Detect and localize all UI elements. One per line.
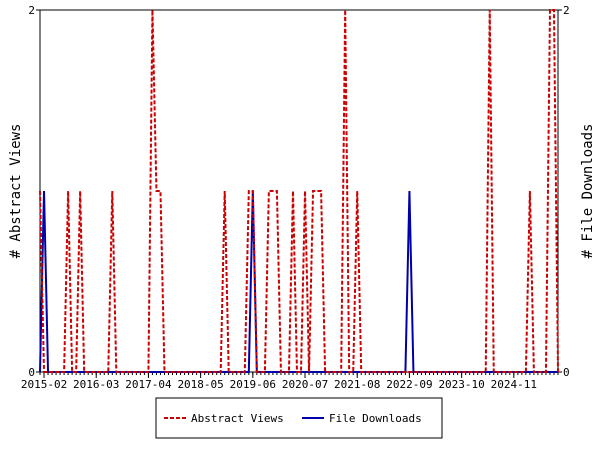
legend-label-file-downloads: File Downloads bbox=[329, 412, 422, 425]
legend-label-abstract-views: Abstract Views bbox=[191, 412, 284, 425]
x-tick-label: 2019-06 bbox=[230, 378, 276, 391]
legend-box bbox=[155, 397, 443, 439]
x-tick-label: 2018-05 bbox=[177, 378, 223, 391]
x-tick-label: 2017-04 bbox=[125, 378, 172, 391]
left-y-tick-label: 2 bbox=[28, 4, 35, 17]
right-y-tick-label: 2 bbox=[563, 4, 570, 17]
x-tick-label: 2021-08 bbox=[334, 378, 380, 391]
right-y-tick-label: 0 bbox=[563, 366, 570, 379]
x-tick-label: 2024-11 bbox=[491, 378, 537, 391]
y-axis-title-right: # File Downloads bbox=[580, 124, 596, 259]
x-tick-label: 2023-10 bbox=[438, 378, 484, 391]
left-y-tick-label: 0 bbox=[28, 366, 35, 379]
x-tick-label: 2015-02 bbox=[21, 378, 67, 391]
x-tick-label: 2022-09 bbox=[386, 378, 432, 391]
legend: Abstract Views File Downloads bbox=[155, 397, 443, 439]
y-axis-title-left: # Abstract Views bbox=[8, 124, 24, 259]
series-line-abstract-views bbox=[39, 9, 559, 373]
x-tick-label: 2020-07 bbox=[282, 378, 328, 391]
x-tick-label: 2016-03 bbox=[73, 378, 119, 391]
